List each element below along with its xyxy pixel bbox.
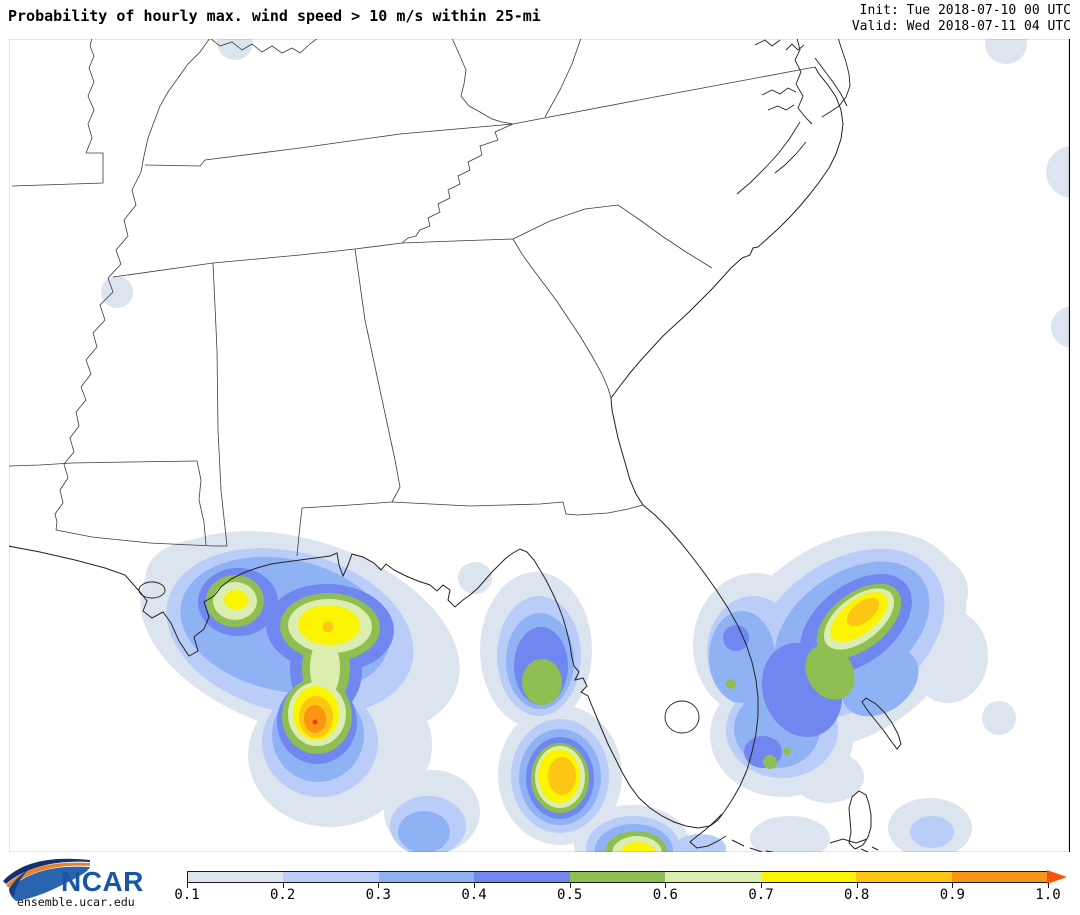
colorbar-tick bbox=[474, 883, 475, 888]
colorbar-tick bbox=[952, 883, 954, 888]
colorbar-segment bbox=[665, 872, 761, 882]
colorbar-segment bbox=[474, 872, 570, 882]
colorbar-segment bbox=[951, 872, 1047, 882]
colorbar-tick bbox=[378, 883, 380, 888]
page-title: Probability of hourly max. wind speed > … bbox=[8, 7, 541, 25]
colorbar-segment bbox=[569, 872, 666, 882]
chesapeake-bay-outline bbox=[754, 39, 851, 125]
state-borders bbox=[9, 39, 816, 557]
valid-time: Valid: Wed 2018-07-11 04 UTC bbox=[851, 19, 1071, 34]
colorbar-tick bbox=[282, 883, 284, 888]
colorbar-label: 1.0 bbox=[1035, 887, 1061, 903]
colorbar-label: 0.8 bbox=[844, 887, 870, 903]
init-time: Init: Tue 2018-07-10 00 UTC bbox=[859, 3, 1071, 18]
contour-level-09 bbox=[304, 705, 326, 733]
colorbar-tick bbox=[761, 883, 763, 888]
colorbar-label: 0.1 bbox=[174, 887, 200, 903]
coastline bbox=[9, 66, 844, 852]
contour-peak-dot bbox=[312, 719, 318, 725]
map-frame bbox=[9, 39, 1070, 852]
ncar-logo-text: NCAR bbox=[61, 866, 144, 897]
colorbar-segment bbox=[378, 872, 475, 882]
colorbar-label: 0.5 bbox=[557, 887, 583, 903]
bahamas-outline bbox=[829, 697, 902, 852]
colorbar-tick bbox=[1048, 883, 1050, 888]
colorbar-label: 0.9 bbox=[939, 887, 965, 903]
probability-contours bbox=[101, 39, 1070, 852]
colorbar-label: 0.6 bbox=[652, 887, 678, 903]
colorbar-tick bbox=[187, 883, 188, 888]
colorbar-segment bbox=[188, 872, 284, 882]
lakes-outline bbox=[138, 581, 700, 734]
colorbar-segment bbox=[760, 872, 857, 882]
lake-okeechobee-outline bbox=[664, 700, 700, 734]
colorbar-label: 0.4 bbox=[461, 887, 487, 903]
colorbar-label: 0.3 bbox=[365, 887, 391, 903]
colorbar bbox=[187, 871, 1048, 883]
colorbar-tick bbox=[856, 883, 858, 888]
colorbar-tick bbox=[569, 883, 571, 888]
colorbar-tick bbox=[665, 883, 667, 888]
run-info: Init: Tue 2018-07-10 00 UTC Valid: Wed 2… bbox=[852, 3, 1071, 35]
site-url: ensemble.ucar.edu bbox=[17, 895, 135, 909]
colorbar-label: 0.2 bbox=[270, 887, 296, 903]
pamlico-sound-outline bbox=[736, 121, 807, 195]
ncar-logo-icon bbox=[3, 858, 90, 901]
colorbar-label: 0.7 bbox=[748, 887, 774, 903]
colorbar-segment bbox=[856, 872, 952, 882]
colorbar-segment bbox=[283, 872, 379, 882]
colorbar-arrow bbox=[1047, 870, 1067, 884]
